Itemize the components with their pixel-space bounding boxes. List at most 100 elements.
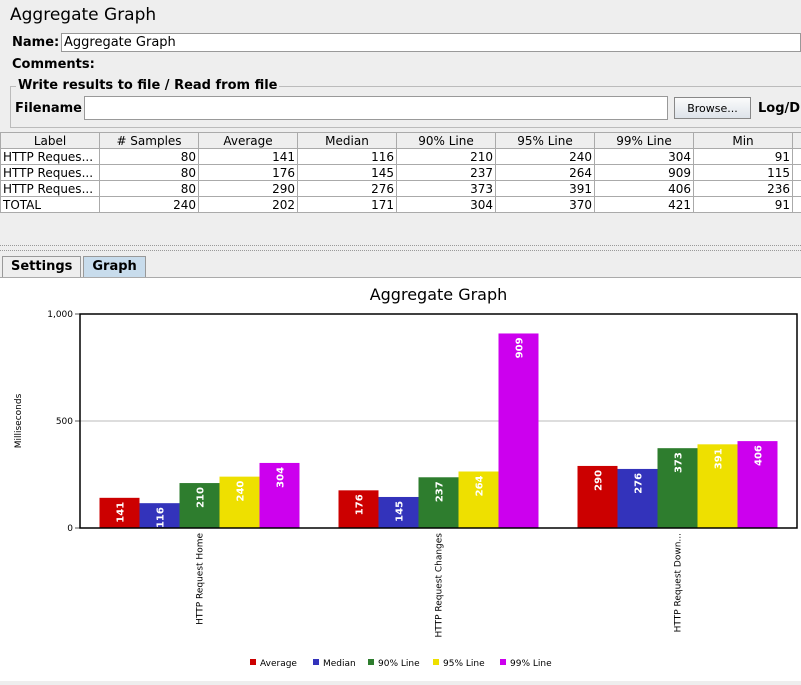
table-cell [793, 165, 801, 181]
bar [499, 333, 539, 528]
legend-label: Average [260, 659, 297, 669]
value-label: 176 [355, 494, 366, 515]
value-label: 406 [754, 445, 765, 466]
table-cell: 909 [595, 165, 694, 181]
chart: Aggregate Graph Milliseconds 0 500 1,000 141 1… [0, 278, 801, 681]
value-label: 141 [116, 502, 127, 523]
column-header: Label [1, 133, 100, 149]
y-axis-label: Milliseconds [14, 393, 24, 448]
value-label: 145 [395, 501, 406, 522]
browse-button[interactable]: Browse... [674, 97, 751, 119]
table-cell: 236 [694, 181, 793, 197]
table-cell: 145 [298, 165, 397, 181]
table-cell: 176 [199, 165, 298, 181]
legend-label: 95% Line [443, 659, 485, 669]
table-cell: 391 [496, 181, 595, 197]
legend-swatch [250, 659, 256, 665]
tab[interactable]: Settings [2, 256, 81, 277]
value-label: 391 [714, 448, 725, 469]
y-tick-label: 500 [56, 417, 73, 427]
table-cell: 80 [100, 165, 199, 181]
table-cell [793, 181, 801, 197]
table-cell: 421 [595, 197, 694, 213]
name-input[interactable]: Aggregate Graph [61, 33, 801, 52]
file-group-title: Write results to file / Read from file [16, 78, 279, 93]
table-cell: 116 [298, 149, 397, 165]
table-cell: 202 [199, 197, 298, 213]
column-header: Median [298, 133, 397, 149]
legend-swatch [313, 659, 319, 665]
value-label: 116 [156, 507, 167, 528]
log-label: Log/Di [758, 101, 801, 116]
table-cell: HTTP Reques... [1, 181, 100, 197]
column-header: Min [694, 133, 793, 149]
table-cell: 264 [496, 165, 595, 181]
legend-label: Median [323, 659, 356, 669]
table-cell [793, 197, 801, 213]
column-header: Average [199, 133, 298, 149]
y-tick-label: 1,000 [47, 310, 73, 320]
column-header: 99% Line [595, 133, 694, 149]
value-label: 210 [196, 487, 207, 508]
value-label: 909 [515, 337, 526, 358]
table-cell [793, 149, 801, 165]
table-cell: 373 [397, 181, 496, 197]
column-header: 95% Line [496, 133, 595, 149]
legend-swatch [433, 659, 439, 665]
table-cell: 276 [298, 181, 397, 197]
table-cell: 171 [298, 197, 397, 213]
value-label: 373 [674, 452, 685, 473]
graph-panel: Aggregate Graph Milliseconds 0 500 1,000 141 1… [0, 277, 801, 681]
x-tick-label: HTTP Request Home [196, 533, 206, 625]
x-tick-label: HTTP Request Down... [674, 533, 684, 632]
name-label: Name: [12, 35, 59, 50]
table-cell: 237 [397, 165, 496, 181]
table-cell: 91 [694, 149, 793, 165]
table-cell: 290 [199, 181, 298, 197]
table-cell: 304 [595, 149, 694, 165]
table-cell: HTTP Reques... [1, 149, 100, 165]
value-label: 237 [435, 481, 446, 502]
value-label: 240 [236, 481, 247, 502]
legend-swatch [368, 659, 374, 665]
splitter[interactable] [0, 245, 801, 251]
panel-title: Aggregate Graph [10, 5, 156, 25]
legend-label: 99% Line [510, 659, 552, 669]
table-cell: 141 [199, 149, 298, 165]
column-header: 90% Line [397, 133, 496, 149]
table-cell: 240 [496, 149, 595, 165]
y-tick-label: 0 [67, 524, 73, 534]
table-cell: 240 [100, 197, 199, 213]
table-cell: 80 [100, 149, 199, 165]
column-header [793, 133, 801, 149]
table-cell: TOTAL [1, 197, 100, 213]
comments-label: Comments: [12, 57, 95, 72]
tab[interactable]: Graph [83, 256, 145, 277]
filename-input[interactable] [84, 96, 668, 120]
table-cell: 304 [397, 197, 496, 213]
legend-swatch [500, 659, 506, 665]
column-header: # Samples [100, 133, 199, 149]
table-cell: 91 [694, 197, 793, 213]
value-label: 290 [594, 470, 605, 491]
table-cell: 210 [397, 149, 496, 165]
table-cell: 370 [496, 197, 595, 213]
table-cell: 115 [694, 165, 793, 181]
chart-title: Aggregate Graph [370, 285, 508, 304]
filename-label: Filename [15, 101, 82, 116]
x-tick-label: HTTP Request Changes [435, 533, 445, 638]
value-label: 304 [276, 467, 287, 488]
value-label: 276 [634, 473, 645, 494]
table-cell: 406 [595, 181, 694, 197]
legend-label: 90% Line [378, 659, 420, 669]
table-cell: 80 [100, 181, 199, 197]
